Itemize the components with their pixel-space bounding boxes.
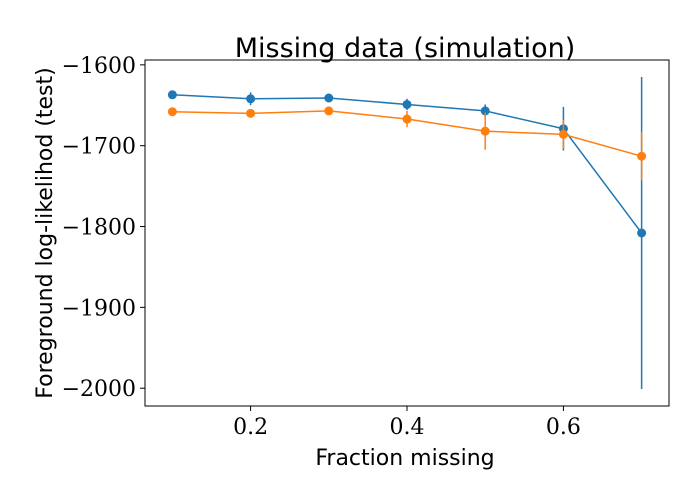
x-axis-label: Fraction missing — [315, 446, 494, 471]
x-tick-label: 0.4 — [390, 415, 425, 440]
y-tick-label: −1900 — [62, 296, 136, 321]
x-tick-label: 0.6 — [546, 415, 581, 440]
y-tick-label: −2000 — [62, 377, 136, 402]
data-point — [324, 106, 334, 116]
data-point — [637, 228, 647, 238]
data-point — [324, 93, 334, 103]
data-point — [558, 129, 568, 139]
y-tick-label: −1600 — [62, 54, 136, 79]
data-point — [167, 90, 177, 100]
data-point — [246, 94, 256, 104]
y-tick-label: −1800 — [62, 216, 136, 241]
x-axis: 0.2 0.4 0.6 — [233, 406, 581, 440]
data-point — [402, 99, 412, 109]
data-point — [480, 106, 490, 116]
y-tick-label: −1700 — [62, 135, 136, 160]
y-axis-label: Foreground log-likelihod (test) — [33, 67, 58, 398]
chart-title: Missing data (simulation) — [235, 33, 575, 64]
series-2 — [167, 106, 647, 181]
data-point — [637, 151, 647, 161]
plot-area — [167, 76, 647, 390]
data-point — [167, 107, 177, 117]
data-point — [480, 126, 490, 136]
x-tick-label: 0.2 — [233, 415, 268, 440]
y-axis: −1600 −1700 −1800 −1900 −2000 — [62, 54, 145, 402]
data-point — [246, 108, 256, 118]
data-point — [402, 114, 412, 124]
